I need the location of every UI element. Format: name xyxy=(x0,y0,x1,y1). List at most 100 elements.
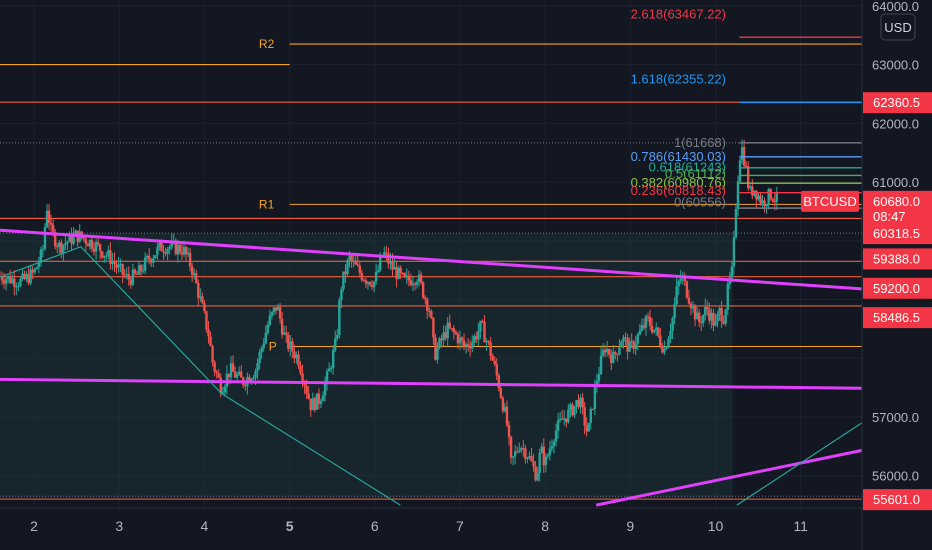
price-badge-label: 55601.0 xyxy=(873,492,920,507)
candle-body xyxy=(548,448,552,456)
candle-body xyxy=(362,279,366,281)
candle-body xyxy=(632,341,635,350)
candle-body xyxy=(419,274,423,283)
candle-body xyxy=(215,371,218,374)
candle-body xyxy=(622,337,625,342)
candle-body xyxy=(248,377,251,382)
candle-body xyxy=(616,353,619,355)
candle-body xyxy=(424,297,427,300)
price-badge-label: 08:47 xyxy=(873,209,906,224)
candle-body xyxy=(252,377,255,380)
candle-body xyxy=(538,453,541,474)
candle-body xyxy=(66,241,69,244)
candle-body xyxy=(301,373,304,383)
candle-body xyxy=(693,305,697,320)
candle-body xyxy=(575,400,578,406)
candle-body xyxy=(714,321,717,326)
candle-body xyxy=(607,349,611,355)
candle-body xyxy=(379,256,382,271)
candle-body xyxy=(272,307,276,313)
candle-body xyxy=(223,386,227,393)
candle-body xyxy=(6,275,10,280)
candle-body xyxy=(738,160,742,182)
candle-body xyxy=(168,246,171,250)
candle-body xyxy=(184,246,188,255)
candle-body xyxy=(174,240,178,255)
candle-body xyxy=(47,210,51,223)
candle-body xyxy=(671,318,674,331)
candle-body xyxy=(282,332,286,335)
y-tick-label: 56000.0 xyxy=(872,469,919,484)
candle-body xyxy=(477,331,480,340)
candle-body xyxy=(311,398,314,411)
candle-body xyxy=(736,181,740,210)
candle-body xyxy=(636,334,640,344)
candle-body xyxy=(603,349,607,353)
candle-body xyxy=(499,388,503,398)
candle-body xyxy=(618,347,621,355)
candle-body xyxy=(430,311,433,318)
candle-body xyxy=(706,307,709,310)
candle-body xyxy=(227,373,231,378)
candle-body xyxy=(182,246,186,255)
candle-body xyxy=(17,285,20,287)
candle-body xyxy=(552,441,556,446)
candle-body xyxy=(162,251,165,253)
x-tick-label: 9 xyxy=(626,518,634,534)
candle-body xyxy=(268,315,272,325)
level-label: P xyxy=(269,339,277,353)
candle-body xyxy=(346,260,349,275)
candle-body xyxy=(39,249,43,263)
candle-body xyxy=(152,258,155,263)
candle-body xyxy=(313,398,317,410)
candle-body xyxy=(550,445,554,449)
candle-body xyxy=(530,456,533,462)
currency-label: USD xyxy=(884,20,911,35)
level-label: R2 xyxy=(259,37,275,51)
currency-button[interactable] xyxy=(880,13,916,41)
candle-body xyxy=(137,265,141,275)
candle-body xyxy=(74,230,77,235)
candle-body xyxy=(350,255,353,261)
fib-level-label: 0(60556) xyxy=(674,195,726,210)
fib-level-label: 0.618(61243) xyxy=(649,159,726,174)
candle-body xyxy=(113,260,116,265)
price-badge xyxy=(863,489,932,511)
candle-body xyxy=(107,250,110,256)
candle-body xyxy=(205,311,208,330)
candle-body xyxy=(503,406,507,412)
candle-body xyxy=(560,418,564,420)
candle-body xyxy=(771,198,774,202)
candle-body xyxy=(348,255,351,261)
candle-body xyxy=(409,280,413,286)
candle-body xyxy=(458,337,462,344)
candle-body xyxy=(240,371,243,378)
candle-body xyxy=(41,248,45,250)
candle-body xyxy=(338,300,341,336)
candle-body xyxy=(440,338,443,341)
candle-body xyxy=(190,266,194,275)
candle-body xyxy=(401,273,404,275)
price-badge xyxy=(863,92,932,114)
candle-body xyxy=(403,273,406,278)
candle-body xyxy=(712,312,715,326)
candle-body xyxy=(148,255,151,260)
candle-body xyxy=(507,424,511,437)
candle-body xyxy=(305,385,308,394)
candle-body xyxy=(638,330,642,335)
candle-body xyxy=(495,364,498,376)
candle-body xyxy=(103,255,106,258)
candle-body xyxy=(497,375,501,389)
price-badge xyxy=(863,223,932,245)
y-tick-label: 62000.0 xyxy=(872,116,919,131)
price-badge-label: 59200.0 xyxy=(873,281,920,296)
candle-body xyxy=(614,352,617,354)
candle-body xyxy=(274,307,278,311)
candle-body xyxy=(593,386,597,409)
candle-body xyxy=(84,238,88,244)
candle-body xyxy=(460,337,464,341)
candle-body xyxy=(587,422,590,432)
candle-body xyxy=(82,237,86,239)
candle-body xyxy=(207,329,210,337)
